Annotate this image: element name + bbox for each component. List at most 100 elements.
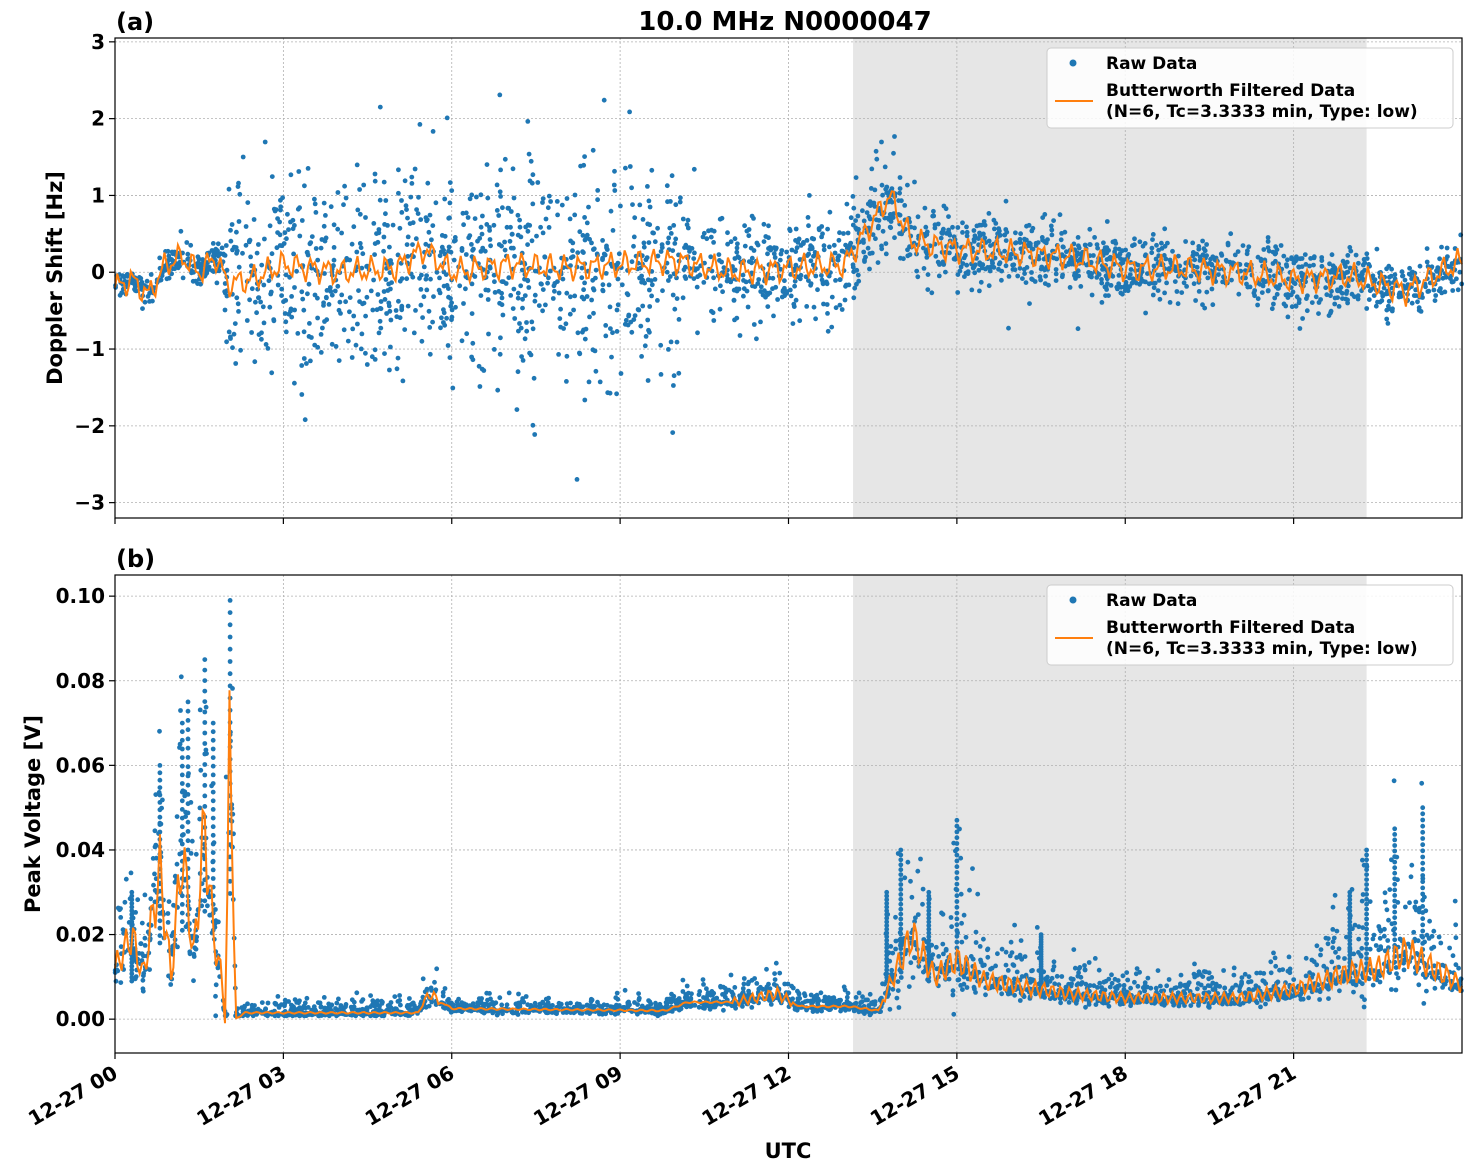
raw-point <box>1102 284 1108 290</box>
raw-point <box>1159 246 1165 251</box>
raw-point <box>873 148 879 154</box>
raw-point <box>567 311 573 317</box>
raw-point <box>1356 924 1362 930</box>
raw-point <box>915 274 921 280</box>
raw-point <box>463 210 469 216</box>
raw-point <box>1300 316 1305 321</box>
raw-point <box>1431 944 1437 950</box>
raw-point <box>383 211 388 217</box>
raw-point <box>539 281 544 287</box>
raw-point <box>603 333 609 339</box>
raw-point <box>341 202 346 208</box>
raw-point <box>184 240 190 245</box>
raw-point <box>1408 874 1414 880</box>
raw-point <box>630 202 635 208</box>
raw-point <box>1293 303 1299 309</box>
raw-point <box>1191 281 1197 287</box>
raw-point <box>845 990 851 996</box>
y-tick-label: −2 <box>74 414 105 438</box>
raw-point <box>463 252 469 257</box>
raw-point <box>564 379 569 384</box>
raw-point <box>646 998 651 1003</box>
raw-point <box>886 217 892 222</box>
raw-point <box>867 1012 873 1018</box>
raw-point <box>1445 254 1450 259</box>
raw-point <box>292 307 297 313</box>
raw-point <box>586 204 591 210</box>
raw-point <box>950 988 956 994</box>
raw-point <box>1330 904 1336 910</box>
raw-point <box>608 208 614 214</box>
raw-point <box>755 281 761 286</box>
raw-point <box>580 1004 586 1010</box>
raw-point <box>1082 967 1088 973</box>
raw-point <box>780 288 786 293</box>
raw-point <box>602 252 608 258</box>
raw-point <box>211 253 216 259</box>
raw-point <box>313 246 319 251</box>
y-tick-label: −3 <box>74 491 105 515</box>
raw-point <box>938 235 944 241</box>
raw-point <box>502 239 507 245</box>
raw-point <box>999 946 1005 952</box>
raw-point <box>499 295 505 301</box>
raw-point <box>356 288 361 293</box>
raw-point <box>1172 279 1178 284</box>
raw-point <box>777 257 783 263</box>
raw-point <box>593 368 599 374</box>
raw-point <box>1075 235 1081 240</box>
raw-point <box>388 344 393 350</box>
raw-point <box>262 236 267 242</box>
raw-point <box>981 936 986 942</box>
raw-point <box>1099 277 1104 282</box>
raw-point <box>485 195 491 201</box>
raw-point <box>152 828 158 834</box>
raw-point <box>960 220 965 226</box>
raw-point <box>664 269 670 275</box>
raw-point <box>790 321 796 326</box>
raw-point <box>895 979 901 984</box>
raw-point <box>1245 248 1250 254</box>
raw-point <box>282 230 288 236</box>
raw-point <box>1053 278 1059 283</box>
raw-point <box>319 237 325 242</box>
raw-point <box>259 336 264 342</box>
raw-point <box>1193 251 1198 257</box>
raw-point <box>1278 243 1284 248</box>
raw-point <box>1228 231 1234 237</box>
raw-point <box>691 256 697 261</box>
raw-point <box>526 285 532 290</box>
raw-point <box>419 338 425 344</box>
raw-point <box>233 245 239 250</box>
raw-point <box>811 253 816 259</box>
raw-point <box>667 225 673 231</box>
raw-point <box>235 301 241 307</box>
raw-point <box>1075 981 1081 987</box>
raw-point <box>524 320 529 325</box>
raw-point <box>889 199 895 205</box>
raw-point <box>730 991 736 997</box>
raw-point <box>920 901 925 907</box>
raw-point <box>169 249 175 255</box>
chart-title: 10.0 MHz N0000047 <box>638 7 931 37</box>
raw-point <box>1392 272 1398 278</box>
raw-point <box>418 302 424 308</box>
raw-point <box>301 329 307 335</box>
raw-point <box>981 231 986 237</box>
raw-point <box>520 305 525 311</box>
raw-point <box>1010 962 1016 967</box>
raw-point <box>525 242 530 248</box>
raw-point <box>438 325 443 331</box>
raw-point <box>610 228 616 233</box>
y-tick-label: 0 <box>91 260 105 284</box>
raw-point <box>964 224 969 230</box>
raw-point <box>248 254 254 260</box>
raw-point <box>1409 862 1415 868</box>
raw-point <box>1133 280 1139 286</box>
raw-point <box>139 920 145 926</box>
raw-point <box>496 242 502 247</box>
raw-point <box>283 319 289 325</box>
raw-point <box>502 247 508 253</box>
raw-point <box>324 288 330 293</box>
raw-point <box>302 417 308 423</box>
